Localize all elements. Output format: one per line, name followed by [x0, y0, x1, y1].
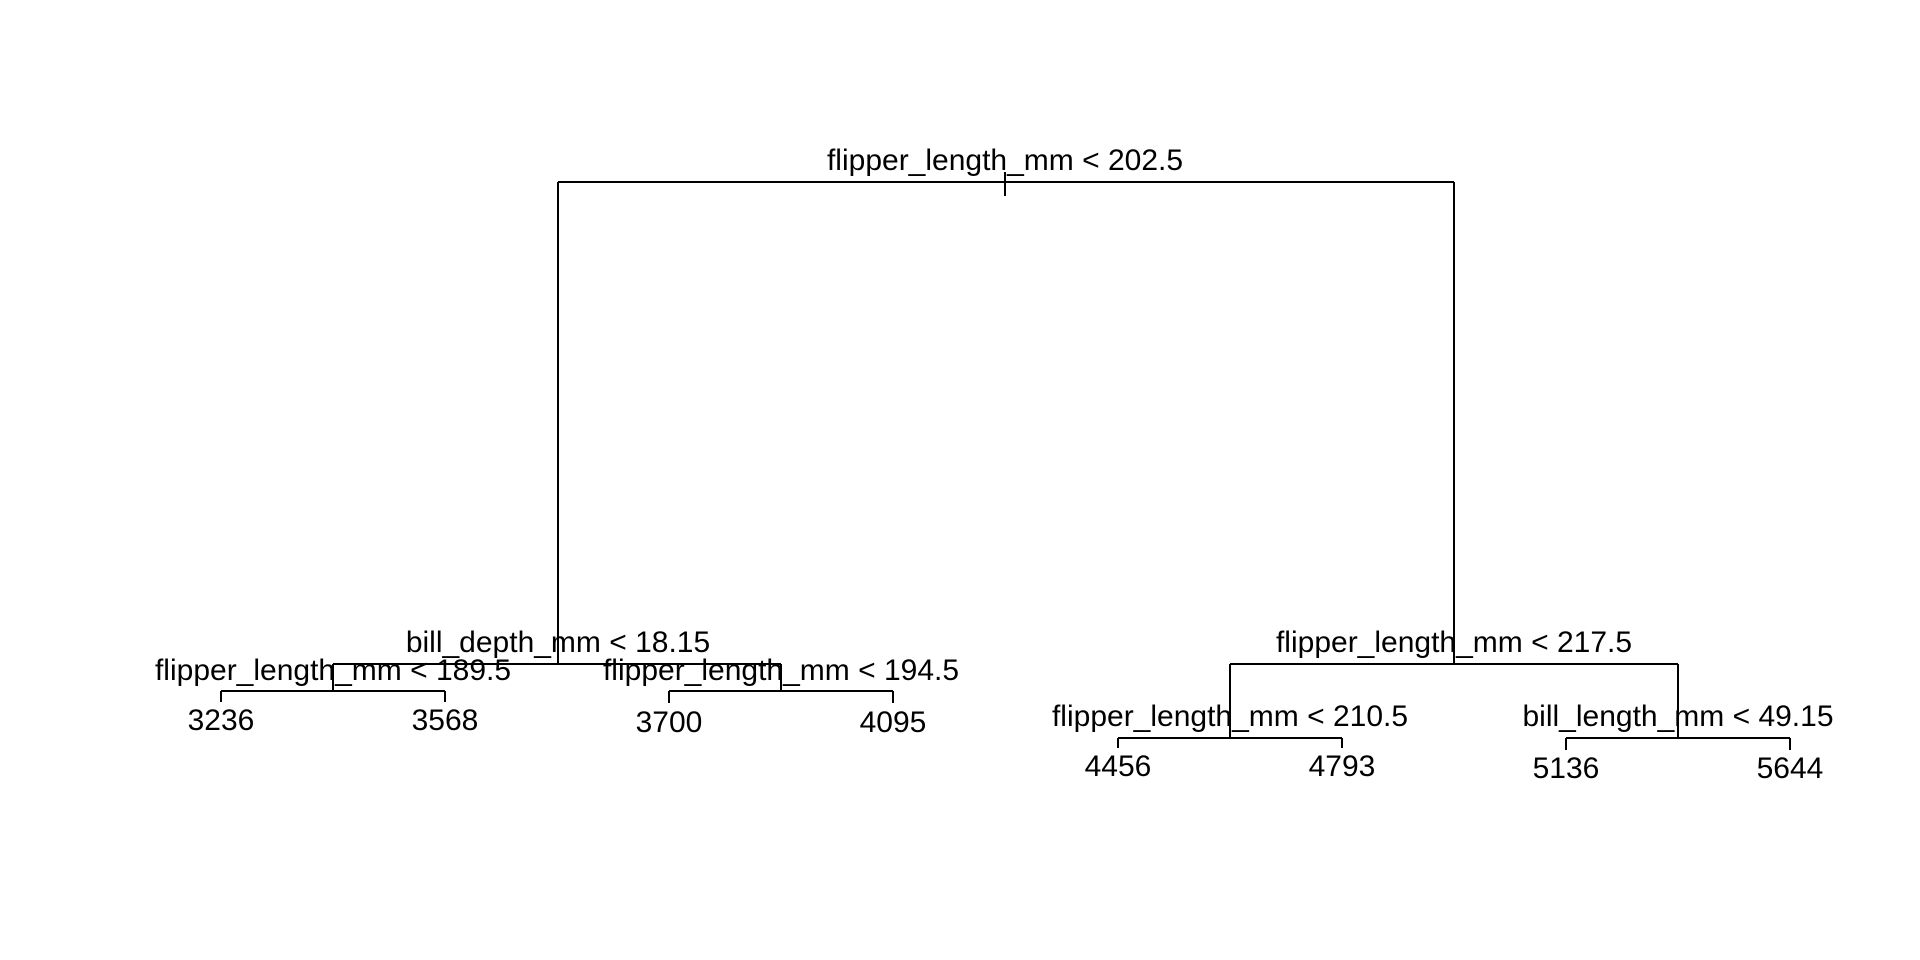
right-right-split-node: bill_length_mm < 49.15 5136 5644 — [1522, 700, 1833, 785]
leaf-value: 4456 — [1085, 750, 1152, 783]
leaf-value: 3236 — [188, 704, 255, 737]
left-split-node: bill_depth_mm < 18.15 — [332, 626, 782, 691]
root-split-label: flipper_length_mm < 202.5 — [827, 144, 1183, 177]
root-node: flipper_length_mm < 202.5 — [557, 144, 1455, 664]
leaf-value: 4793 — [1309, 750, 1376, 783]
left-left-split-label: flipper_length_mm < 189.5 — [155, 654, 511, 687]
right-right-split-label: bill_length_mm < 49.15 — [1522, 700, 1833, 733]
left-split-label: bill_depth_mm < 18.15 — [406, 626, 710, 659]
right-left-split-node: flipper_length_mm < 210.5 4456 4793 — [1052, 700, 1408, 783]
leaf-value: 5136 — [1533, 752, 1600, 785]
leaf-value: 4095 — [860, 706, 927, 739]
leaf-value: 3568 — [412, 704, 479, 737]
right-split-label: flipper_length_mm < 217.5 — [1276, 626, 1632, 659]
right-split-node: flipper_length_mm < 217.5 — [1229, 626, 1679, 738]
leaf-value: 3700 — [636, 706, 703, 739]
leaf-value: 5644 — [1757, 752, 1824, 785]
left-right-split-node: flipper_length_mm < 194.5 3700 4095 — [603, 654, 959, 739]
left-right-split-label: flipper_length_mm < 194.5 — [603, 654, 959, 687]
left-left-split-node: flipper_length_mm < 189.5 3236 3568 — [155, 654, 511, 737]
right-left-split-label: flipper_length_mm < 210.5 — [1052, 700, 1408, 733]
